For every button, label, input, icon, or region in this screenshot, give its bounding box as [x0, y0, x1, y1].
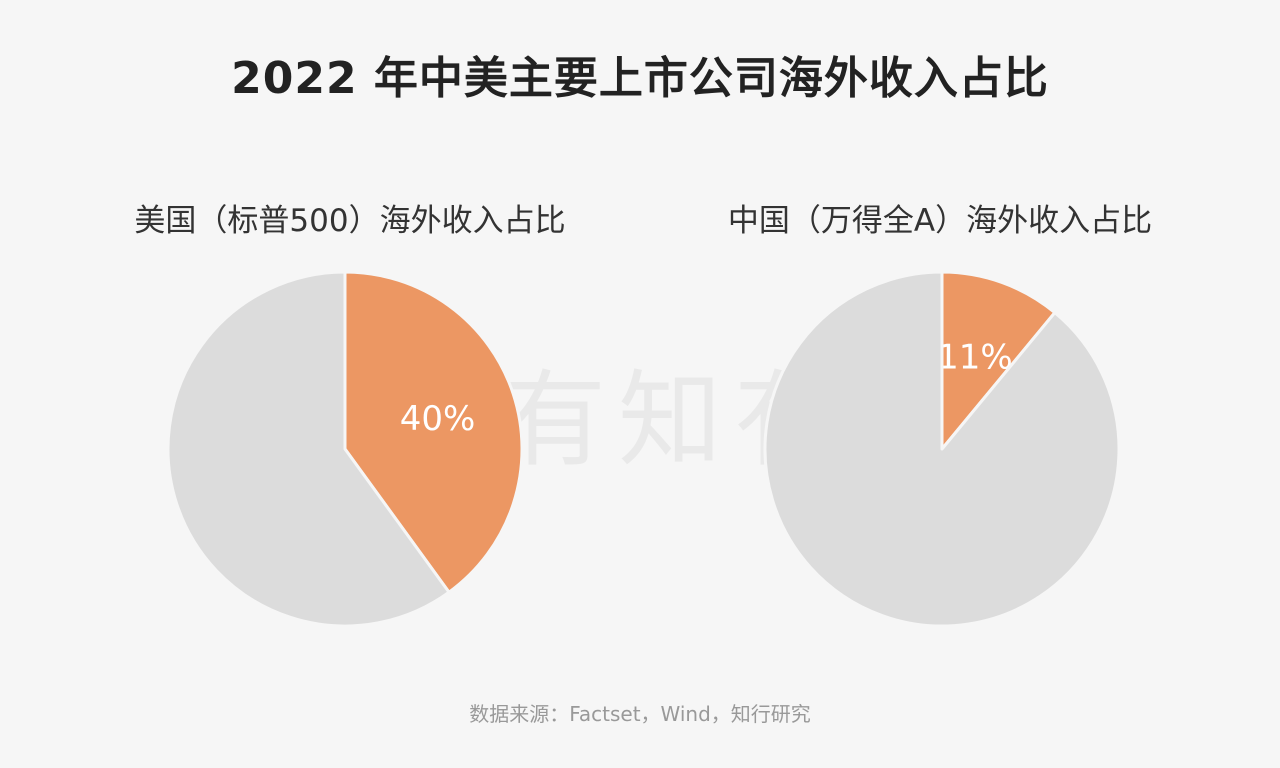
pie-title-us: 美国（标普500）海外收入占比	[134, 203, 566, 239]
pie-us-slice-1	[166, 270, 451, 628]
source-note: 数据来源：Factset，Wind，知行研究	[469, 702, 811, 726]
chart-title: 2022 年中美主要上市公司海外收入占比	[231, 53, 1049, 104]
pie-cn-slice-0	[940, 270, 1057, 451]
pie-title-cn: 中国（万得全A）海外收入占比	[727, 203, 1153, 239]
pie-chart-cn: 11%	[763, 270, 1121, 628]
pie-cn-slice-1	[763, 270, 1121, 628]
pie-chart-us: 40%	[166, 270, 524, 628]
pie-cn-slice-0-label: 11%	[937, 337, 1013, 377]
pie-us-slice-0-label: 40%	[400, 399, 476, 439]
pie-us-slice-0	[343, 270, 524, 594]
